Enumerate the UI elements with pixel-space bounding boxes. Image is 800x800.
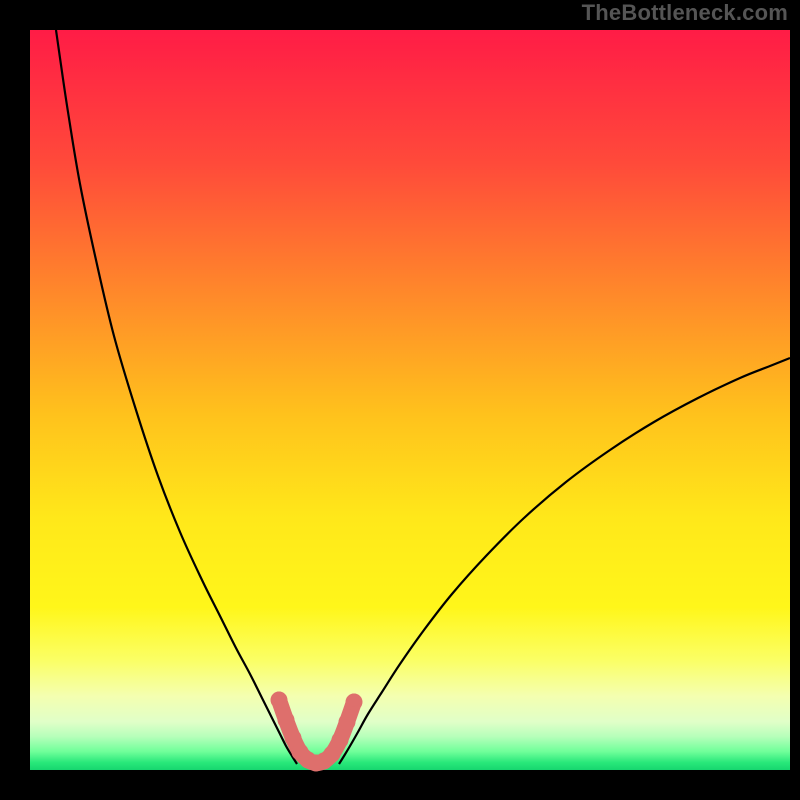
curve-overlay: [0, 0, 800, 800]
valley-marker-end-dot: [348, 694, 361, 707]
valley-marker-bead: [332, 732, 349, 749]
curve-left: [56, 30, 297, 764]
chart-frame: TheBottleneck.com: [0, 0, 800, 800]
valley-marker-bead: [278, 712, 295, 729]
watermark-text: TheBottleneck.com: [582, 0, 788, 26]
curve-right: [339, 358, 790, 764]
valley-marker-end-dot: [273, 692, 286, 705]
valley-marker-bead: [339, 714, 356, 731]
